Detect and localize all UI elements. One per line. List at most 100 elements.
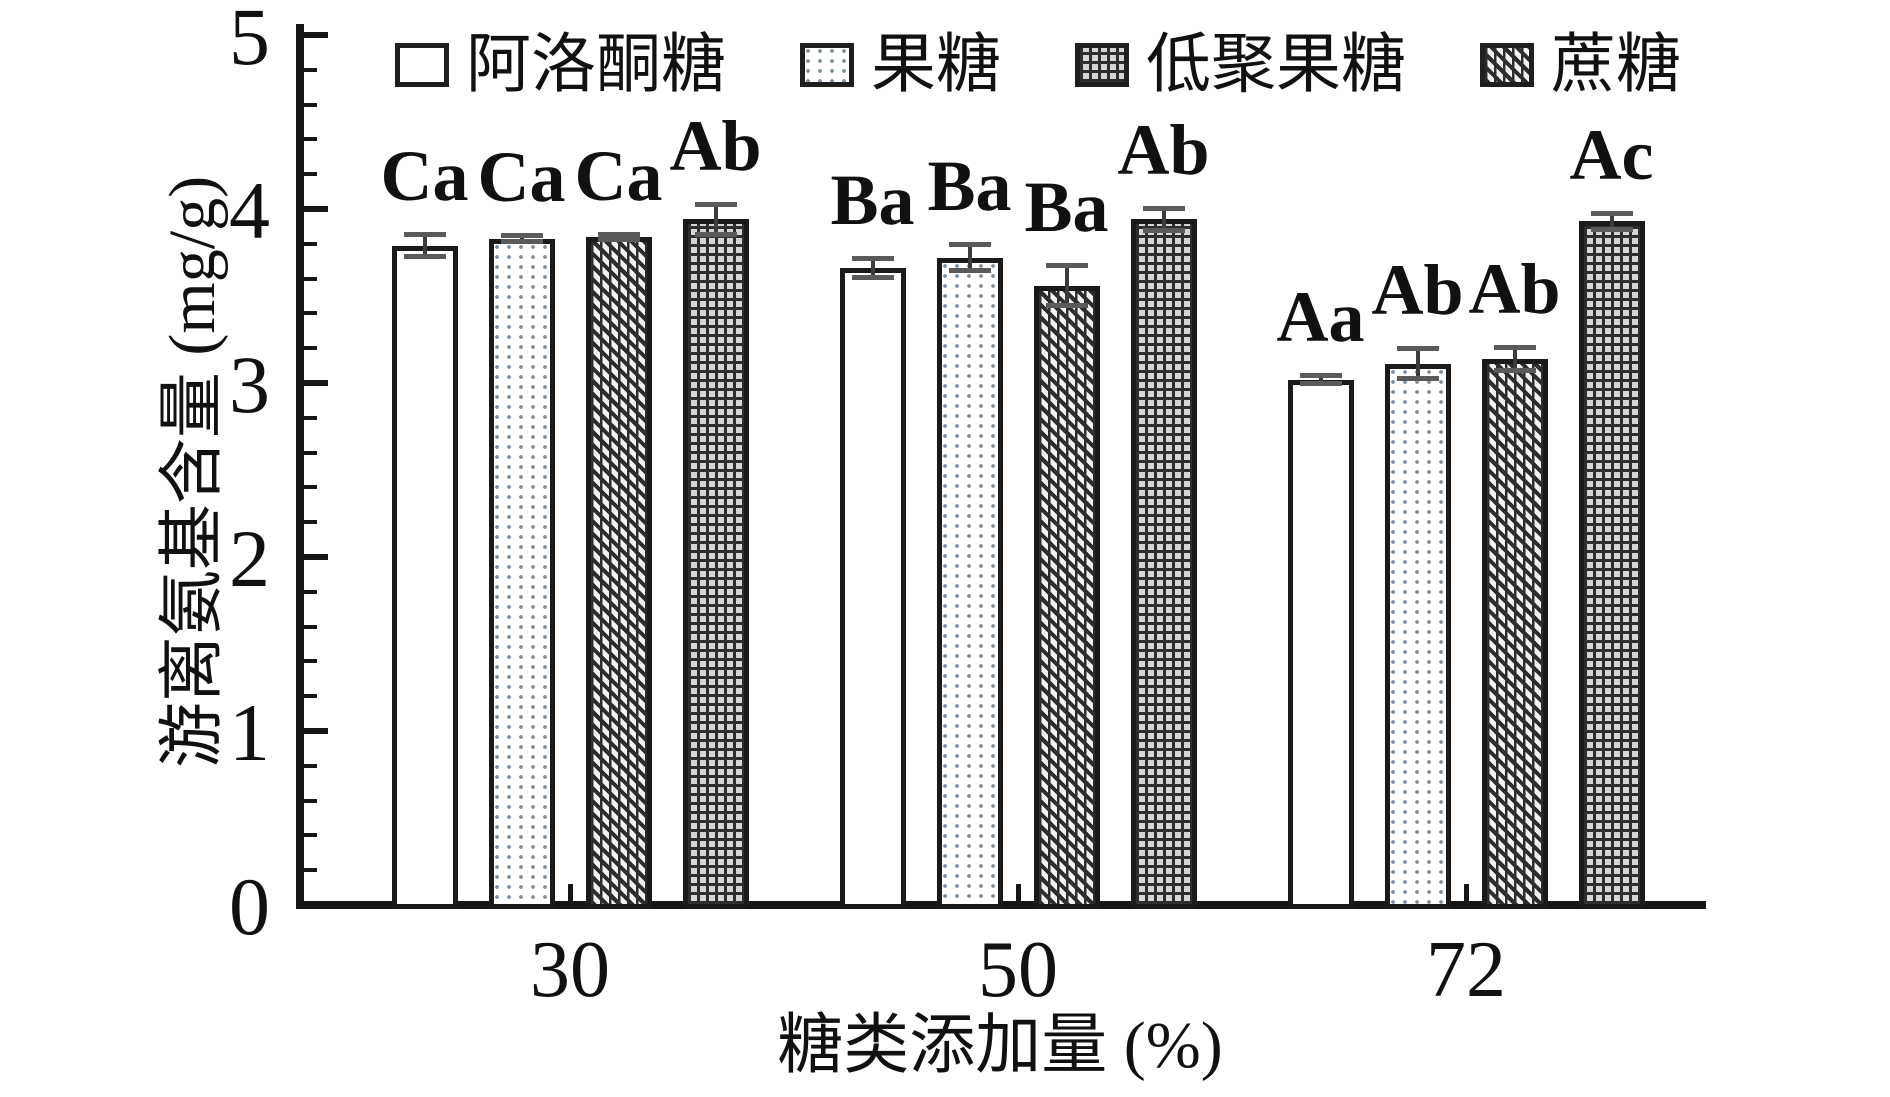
legend-item-1: 阿洛酮糖	[395, 28, 726, 102]
y-minor-tick	[304, 520, 317, 525]
bar-diagonal-30	[585, 236, 652, 909]
y-minor-tick	[304, 67, 317, 72]
bar-diagonal-50	[1033, 285, 1100, 909]
x-tick-label: 30	[530, 926, 610, 1014]
y-minor-tick	[304, 798, 317, 803]
error-bar-stem	[1512, 344, 1517, 373]
error-bar-cap	[1396, 346, 1439, 352]
error-bar-stem	[422, 231, 427, 260]
error-bar-cap	[597, 237, 640, 243]
error-bar-cap	[1142, 228, 1185, 234]
x-tick-label: 72	[1426, 926, 1506, 1014]
sig-label: Ca	[477, 137, 566, 218]
error-bar-stem	[1609, 210, 1614, 232]
y-major-tick	[304, 206, 328, 212]
error-bar-stem	[1161, 205, 1166, 234]
bar-white-30	[391, 245, 458, 909]
error-bar-cap	[1396, 376, 1439, 382]
error-bar-cap	[597, 231, 640, 237]
y-minor-tick	[304, 172, 317, 177]
error-bar	[948, 242, 991, 274]
sig-label: Ab	[1468, 248, 1561, 329]
error-bar	[597, 231, 640, 243]
error-bar-stem	[713, 202, 718, 237]
y-tick-label: 0	[229, 861, 270, 952]
error-bar-cap	[403, 231, 446, 237]
error-bar-stem	[616, 231, 621, 243]
error-bar	[500, 233, 543, 244]
error-bar-cap	[1045, 303, 1088, 309]
error-bar	[1045, 262, 1088, 309]
y-minor-tick	[304, 624, 317, 629]
error-bar-stem	[1064, 262, 1069, 309]
y-minor-tick	[304, 346, 317, 351]
bar-grid-30	[682, 219, 749, 909]
bar-dots-72	[1384, 363, 1451, 909]
error-bar-stem	[519, 233, 524, 244]
y-minor-tick	[304, 868, 317, 873]
legend-label: 阿洛酮糖	[466, 29, 727, 101]
error-bar-stem	[1318, 372, 1323, 387]
error-bar-cap	[851, 275, 894, 281]
legend-label: 果糖	[871, 29, 1002, 101]
legend-swatch-diagonal-icon	[1480, 43, 1535, 87]
y-major-tick	[304, 380, 328, 386]
error-bar	[851, 255, 894, 281]
y-tick-label: 5	[229, 0, 270, 82]
y-tick-label: 4	[229, 165, 270, 256]
y-minor-tick	[304, 589, 317, 594]
x-tick	[567, 884, 573, 901]
y-minor-tick	[304, 659, 317, 664]
bar-white-50	[839, 268, 906, 909]
error-bar-cap	[1493, 344, 1536, 350]
chart-legend: 阿洛酮糖 果糖 低聚果糖 蔗糖	[395, 28, 1681, 102]
x-axis-title: 糖类添加量 (%)	[777, 1009, 1223, 1082]
error-bar-cap	[948, 242, 991, 248]
error-bar	[1396, 346, 1439, 382]
bar-grid-50	[1130, 219, 1197, 909]
error-bar-cap	[1142, 205, 1185, 211]
bar-diagonal-72	[1481, 358, 1548, 909]
legend-swatch-grid-icon	[1075, 43, 1130, 87]
bar-dots-30	[488, 238, 555, 909]
error-bar	[1493, 344, 1536, 373]
bar-dots-50	[936, 257, 1003, 909]
error-bar-cap	[403, 254, 446, 260]
sig-label: Ab	[669, 106, 762, 187]
y-minor-tick	[304, 137, 317, 142]
error-bar-cap	[851, 255, 894, 261]
y-minor-tick	[304, 276, 317, 281]
y-tick-label: 1	[229, 687, 270, 778]
sig-label: Ba	[1024, 166, 1109, 247]
y-minor-tick	[304, 485, 317, 490]
y-minor-tick	[304, 833, 317, 838]
sig-label: Ba	[830, 159, 915, 240]
error-bar-cap	[948, 268, 991, 274]
bar-white-72	[1287, 379, 1354, 909]
error-bar	[694, 202, 737, 237]
y-minor-tick	[304, 241, 317, 246]
y-minor-tick	[304, 763, 317, 768]
error-bar-stem	[1415, 346, 1420, 382]
error-bar-cap	[500, 238, 543, 244]
error-bar-cap	[1299, 381, 1342, 387]
x-tick	[1015, 884, 1021, 901]
error-bar	[1590, 210, 1633, 232]
error-bar-cap	[1299, 372, 1342, 378]
legend-swatch-white-icon	[395, 43, 449, 87]
error-bar-stem	[870, 255, 875, 281]
sig-label: Aa	[1276, 276, 1365, 357]
sig-label: Ca	[574, 135, 663, 216]
y-minor-tick	[304, 311, 317, 316]
y-major-tick	[304, 554, 328, 560]
error-bar-cap	[1590, 210, 1633, 216]
sig-label: Ac	[1569, 114, 1654, 195]
error-bar-cap	[500, 233, 543, 239]
y-major-tick	[304, 728, 328, 734]
y-tick-label: 3	[229, 339, 270, 430]
y-minor-tick	[304, 694, 317, 699]
sig-label: Ab	[1371, 250, 1464, 331]
error-bar	[403, 231, 446, 260]
y-minor-tick	[304, 450, 317, 455]
